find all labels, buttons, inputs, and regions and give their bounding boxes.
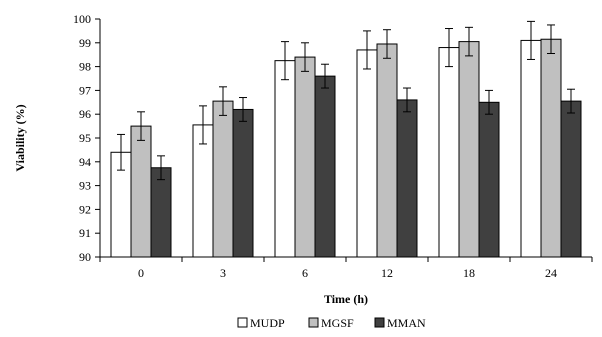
x-tick-label: 24 [545,266,557,280]
x-axis-title: Time (h) [324,292,368,306]
y-tick-label: 90 [79,250,91,264]
y-tick-label: 94 [79,155,91,169]
bar-mudp [520,39,542,258]
y-tick-label: 91 [79,226,91,240]
x-tick-label: 18 [463,266,475,280]
x-axis-tick-labels: 0 3 6 12 18 24 [138,266,557,280]
bar-mman [150,167,172,258]
error-bars [117,20,575,181]
bar-mman [478,101,500,258]
bar-mgsf [130,125,152,258]
y-tick-label: 95 [79,131,91,145]
bar-mgsf [294,56,316,258]
bar-mgsf [376,43,398,258]
y-tick-label: 99 [79,36,91,50]
legend-swatch-mudp [237,317,248,328]
bar-mman [560,100,582,258]
bar-mudp [192,124,214,258]
legend-label-mman: MMAN [387,316,426,330]
legend-swatch-mgsf [308,317,319,328]
x-tick-label: 6 [302,266,308,280]
bar-mudp [274,60,296,258]
x-axis-ticks [99,257,593,262]
x-tick-label: 0 [138,266,144,280]
bar-mgsf [212,100,234,258]
legend-label-mudp: MUDP [250,316,285,330]
legend: MUDP MGSF MMAN [237,316,426,330]
y-axis-title: Viability (%) [13,104,27,171]
y-tick-label: 96 [79,107,91,121]
bar-mman [314,75,336,258]
y-tick-label: 93 [79,179,91,193]
bar-mman [396,99,418,258]
y-axis-tick-labels: 90 91 92 93 94 95 96 97 98 99 100 [73,12,91,264]
y-tick-label: 98 [79,60,91,74]
legend-label-mgsf: MGSF [321,316,354,330]
bar-mman [232,108,254,258]
x-tick-label: 12 [381,266,393,280]
legend-swatch-mman [374,317,385,328]
y-tick-label: 100 [73,12,91,26]
x-tick-label: 3 [220,266,226,280]
bar-mgsf [458,41,480,258]
bar-groups [110,38,582,258]
y-tick-label: 92 [79,202,91,216]
bar-mudp [356,49,378,258]
y-tick-label: 97 [79,83,91,97]
bar-mudp [438,47,460,258]
bar-mgsf [540,38,562,258]
y-axis-ticks [95,18,100,258]
